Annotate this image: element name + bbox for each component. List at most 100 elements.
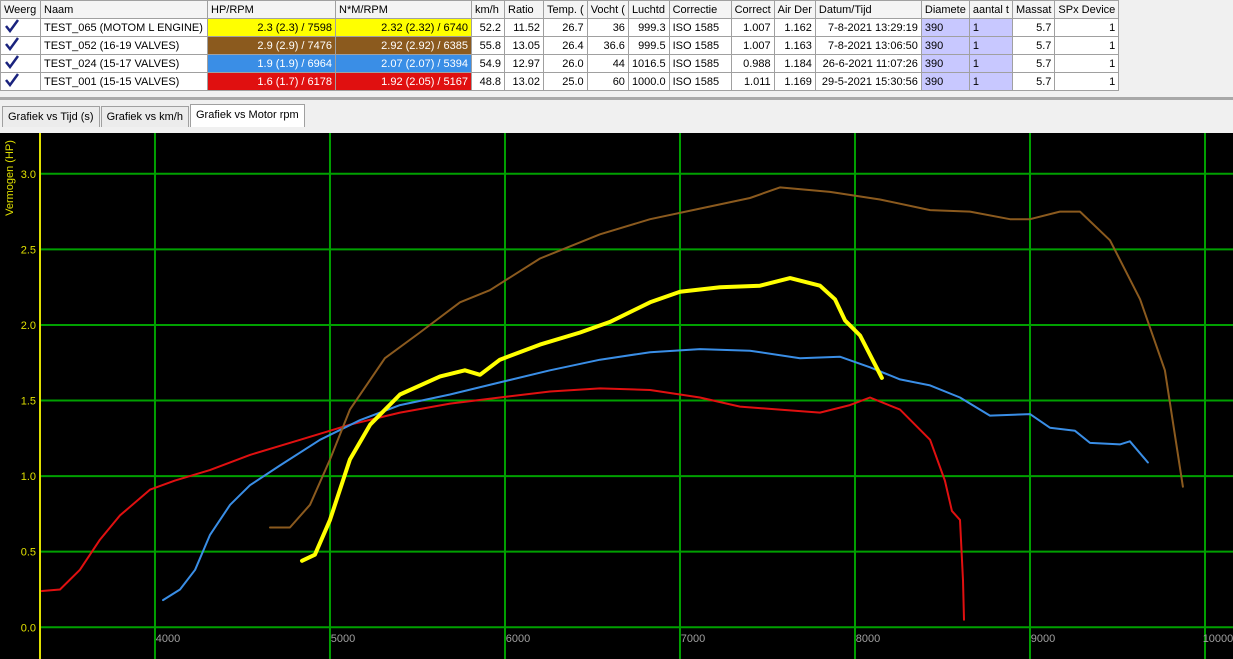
- power-curve: [300, 276, 884, 563]
- x-tick-label: 10000: [1203, 633, 1233, 645]
- table-cell: 26.0: [543, 54, 588, 73]
- table-cell: 13.05: [504, 36, 544, 55]
- x-tick-label: 8000: [856, 633, 880, 645]
- table-cell: 1: [968, 72, 1013, 91]
- table-cell: 1.162: [773, 18, 816, 37]
- y-tick-label: 2.0: [21, 320, 36, 332]
- table-cell: 2.07 (2.07) / 5394: [335, 54, 472, 73]
- table-cell: 5.7: [1011, 54, 1056, 73]
- table-cell: TEST_052 (16-19 VALVES): [40, 36, 208, 55]
- column-header: Diamete: [920, 0, 970, 19]
- table-cell: 1.6 (1.7) / 6178: [207, 72, 336, 91]
- table-cell: 55.8: [471, 36, 505, 55]
- checkmark[interactable]: [4, 37, 20, 52]
- column-header: Weerg: [0, 0, 41, 19]
- splitter: [0, 97, 1233, 100]
- x-tick-label: 6000: [506, 633, 530, 645]
- column-header: Correct: [730, 0, 775, 19]
- table-cell: 2.92 (2.92) / 6385: [335, 36, 472, 55]
- visible-checkbox[interactable]: [0, 36, 41, 55]
- column-header: Air Der: [773, 0, 816, 19]
- table-cell: 1: [968, 18, 1013, 37]
- table-cell: 390: [920, 18, 970, 37]
- tab-bar: Grafiek vs Tijd (s) Grafiek vs km/h Grafie…: [2, 104, 306, 127]
- table-cell: 390: [920, 54, 970, 73]
- power-curve: [269, 186, 1184, 529]
- table-cell: 12.97: [504, 54, 544, 73]
- table-cell: 1.163: [773, 36, 816, 55]
- table-cell: 7-8-2021 13:29:19: [814, 18, 922, 37]
- table-cell: 54.9: [471, 54, 505, 73]
- table-cell: 1: [1054, 36, 1120, 55]
- table-cell: 999.5: [627, 36, 670, 55]
- plot-background: [0, 133, 1233, 659]
- y-tick-label: 1.5: [21, 396, 36, 408]
- column-header: Temp. (: [543, 0, 588, 19]
- column-header: HP/RPM: [207, 0, 336, 19]
- table-cell: 1.9 (1.9) / 6964: [207, 54, 336, 73]
- table-cell: 26.7: [543, 18, 588, 37]
- table-cell: TEST_001 (15-15 VALVES): [40, 72, 208, 91]
- table-cell: 999.3: [627, 18, 670, 37]
- table-cell: 60: [586, 72, 629, 91]
- chart: 0.0 0.5 1.0 1.5 2.0 2.5 3.0 4000 5000 6000 7000 800…: [0, 133, 1233, 659]
- column-header: N*M/RPM: [335, 0, 472, 19]
- table-cell: 26.4: [543, 36, 588, 55]
- y-tick-label: 0.0: [21, 622, 36, 634]
- x-tick-label: 7000: [681, 633, 705, 645]
- y-tick-label: 2.5: [21, 244, 36, 256]
- column-header: aantal t: [968, 0, 1013, 19]
- column-header: Correctie: [668, 0, 732, 19]
- column-header: Massat: [1011, 0, 1056, 19]
- table-cell: 1.007: [730, 36, 775, 55]
- table-cell: 1.184: [773, 54, 816, 73]
- y-axis-title: Vermogen (HP): [4, 140, 16, 216]
- table-cell: 2.3 (2.3) / 7598: [207, 18, 336, 37]
- table-cell: 1.007: [730, 18, 775, 37]
- table-cell: ISO 1585: [668, 18, 732, 37]
- column-header: Vocht (: [586, 0, 629, 19]
- table-cell: 1: [1054, 18, 1120, 37]
- table-cell: 1: [1054, 72, 1120, 91]
- checkmark[interactable]: [4, 19, 20, 34]
- table-cell: 36: [586, 18, 629, 37]
- visible-checkbox[interactable]: [0, 18, 41, 37]
- table-cell: 1000.0: [627, 72, 670, 91]
- table-cell: 390: [920, 72, 970, 91]
- table-cell: 26-6-2021 11:07:26: [814, 54, 922, 73]
- tab[interactable]: Grafiek vs km/h: [100, 106, 189, 127]
- table-cell: 5.7: [1011, 36, 1056, 55]
- table-cell: 5.7: [1011, 72, 1056, 91]
- table-cell: 29-5-2021 15:30:56: [814, 72, 922, 91]
- table-row: TEST_052 (16-19 VALVES) 2.9 (2.9) / 7476 2…: [0, 36, 1120, 55]
- table-cell: 11.52: [504, 18, 544, 37]
- table-cell: 1.011: [730, 72, 775, 91]
- table-cell: 36.6: [586, 36, 629, 55]
- x-tick-label: 9000: [1031, 633, 1055, 645]
- checkmark[interactable]: [4, 73, 20, 88]
- table-cell: ISO 1585: [668, 54, 732, 73]
- table-cell: TEST_065 (MOTOM L ENGINE): [40, 18, 208, 37]
- y-tick-label: 0.5: [21, 547, 36, 559]
- table-cell: 390: [920, 36, 970, 55]
- table-cell: 52.2: [471, 18, 505, 37]
- column-header: Ratio: [504, 0, 544, 19]
- table-cell: 1.169: [773, 72, 816, 91]
- table-cell: TEST_024 (15-17 VALVES): [40, 54, 208, 73]
- table-cell: 44: [586, 54, 629, 73]
- table-cell: 1: [1054, 54, 1120, 73]
- tab[interactable]: Grafiek vs Motor rpm: [189, 104, 305, 127]
- visible-checkbox[interactable]: [0, 54, 41, 73]
- table-cell: 2.32 (2.32) / 6740: [335, 18, 472, 37]
- table-cell: 1016.5: [627, 54, 670, 73]
- tab[interactable]: Grafiek vs Tijd (s): [2, 106, 100, 127]
- power-curve: [40, 387, 965, 621]
- table-cell: 7-8-2021 13:06:50: [814, 36, 922, 55]
- visible-checkbox[interactable]: [0, 72, 41, 91]
- table-cell: 0.988: [730, 54, 775, 73]
- x-tick-label: 4000: [156, 633, 180, 645]
- checkmark[interactable]: [4, 55, 20, 70]
- column-header: Datum/Tijd: [814, 0, 922, 19]
- table-cell: 1: [968, 54, 1013, 73]
